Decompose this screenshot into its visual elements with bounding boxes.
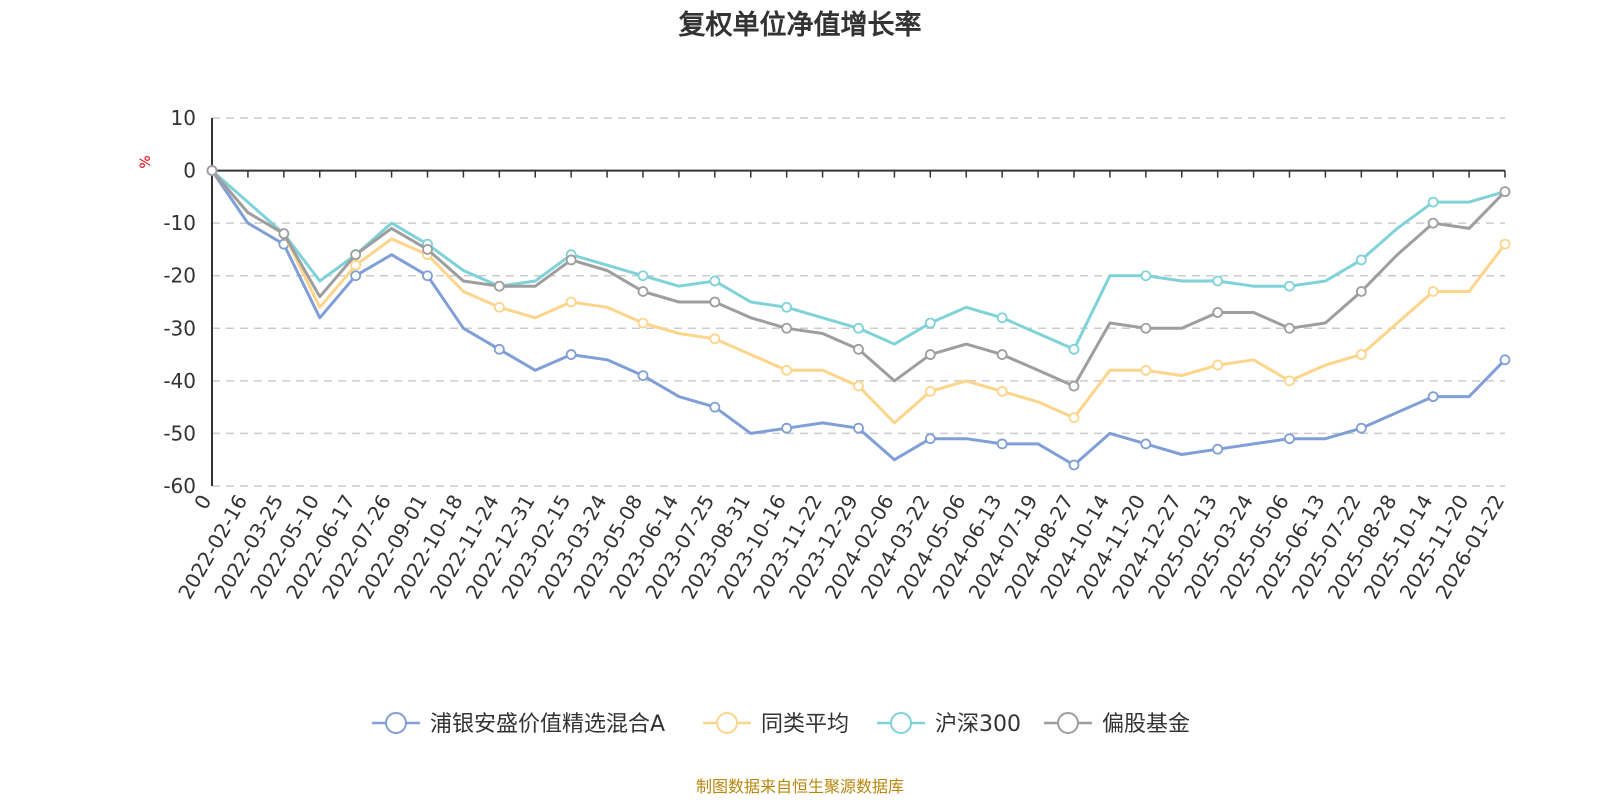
- data-point: [493, 301, 505, 313]
- y-axis-unit: %: [138, 155, 154, 168]
- data-point: [1427, 286, 1439, 297]
- legend-item-2[interactable]: 沪深300: [877, 712, 1021, 737]
- legend-item-3[interactable]: 偏股基金: [1044, 712, 1190, 737]
- source-note: 制图数据来自恒生聚源数据库: [696, 777, 904, 796]
- data-point: [1284, 280, 1295, 292]
- data-point: [1068, 380, 1080, 392]
- data-point: [924, 349, 936, 360]
- data-point: [1499, 238, 1511, 250]
- data-point: [1427, 217, 1439, 229]
- data-point: [1355, 349, 1367, 360]
- data-point: [565, 296, 577, 308]
- data-point: [350, 249, 362, 261]
- legend[interactable]: 浦银安盛价值精选混合A 同类平均 沪深300 偏股基金: [372, 712, 1190, 737]
- data-point: [709, 401, 721, 413]
- series-line-2: [211, 169, 1506, 351]
- series-lines: [206, 165, 1511, 471]
- data-point: [1284, 375, 1295, 387]
- data-point: [1355, 286, 1367, 297]
- y-tick-label: -10: [163, 211, 196, 235]
- legend-item-1[interactable]: 同类平均: [703, 712, 849, 737]
- data-point: [1140, 438, 1152, 450]
- data-point: [350, 270, 362, 282]
- data-point: [996, 312, 1008, 324]
- data-point: [422, 270, 433, 282]
- data-point: [493, 280, 505, 292]
- y-tick-label: 10: [171, 106, 196, 130]
- data-point: [781, 301, 793, 313]
- legend-marker: [385, 712, 407, 734]
- data-point: [1355, 422, 1367, 434]
- y-tick-label: -30: [163, 316, 196, 340]
- data-point: [493, 343, 505, 355]
- data-point: [637, 286, 649, 297]
- legend-label: 同类平均: [761, 712, 849, 737]
- legend-marker: [716, 712, 738, 734]
- data-point: [781, 364, 793, 376]
- data-point: [278, 228, 290, 240]
- y-tick-label: -20: [163, 264, 196, 288]
- legend-marker: [1057, 712, 1079, 734]
- data-point: [996, 385, 1008, 397]
- data-point: [853, 422, 864, 434]
- data-point: [853, 343, 864, 355]
- legend-label: 沪深300: [935, 712, 1021, 737]
- data-point: [1212, 275, 1224, 287]
- y-tick-label: -40: [163, 369, 196, 393]
- data-point: [996, 438, 1008, 450]
- data-point: [1068, 343, 1080, 355]
- data-point: [996, 349, 1008, 360]
- data-point: [1499, 354, 1511, 366]
- data-point: [422, 244, 433, 255]
- data-point: [565, 254, 577, 266]
- data-point: [1427, 391, 1439, 403]
- data-point: [781, 422, 793, 434]
- data-point: [637, 317, 649, 329]
- data-point: [1499, 186, 1511, 198]
- series-line-0: [210, 169, 1507, 467]
- data-point: [1284, 433, 1295, 445]
- legend-marker: [890, 712, 912, 734]
- data-point: [924, 385, 936, 397]
- data-point: [1140, 364, 1152, 376]
- data-point: [1212, 359, 1224, 371]
- data-point: [853, 380, 864, 392]
- data-point: [1427, 196, 1439, 208]
- data-point: [206, 165, 218, 176]
- data-point: [637, 370, 649, 382]
- legend-item-0[interactable]: 浦银安盛价值精选混合A: [372, 712, 665, 737]
- x-tick-label: 0: [189, 491, 216, 514]
- data-point: [924, 433, 936, 445]
- data-point: [1140, 270, 1152, 282]
- axes: 100-10-20-30-40-50-6002022-02-162022-03-…: [163, 106, 1509, 603]
- data-point: [853, 322, 864, 334]
- chart-title: 复权单位净值增长率: [679, 9, 922, 41]
- data-point: [1212, 307, 1224, 318]
- y-tick-label: -50: [163, 421, 196, 445]
- data-point: [1140, 322, 1152, 334]
- data-point: [1284, 322, 1295, 334]
- data-point: [709, 275, 721, 287]
- data-point: [781, 322, 793, 334]
- data-point: [1355, 254, 1367, 266]
- legend-label: 浦银安盛价值精选混合A: [430, 712, 665, 737]
- data-point: [350, 259, 362, 271]
- data-point: [709, 333, 721, 345]
- data-point: [924, 317, 936, 329]
- data-point: [709, 296, 721, 308]
- data-point: [1212, 443, 1224, 455]
- data-point: [1068, 459, 1080, 471]
- y-tick-label: -60: [163, 474, 196, 498]
- data-point: [637, 270, 649, 282]
- data-point: [565, 349, 577, 360]
- legend-label: 偏股基金: [1102, 712, 1190, 737]
- data-point: [1068, 412, 1080, 424]
- y-tick-label: 0: [183, 159, 196, 183]
